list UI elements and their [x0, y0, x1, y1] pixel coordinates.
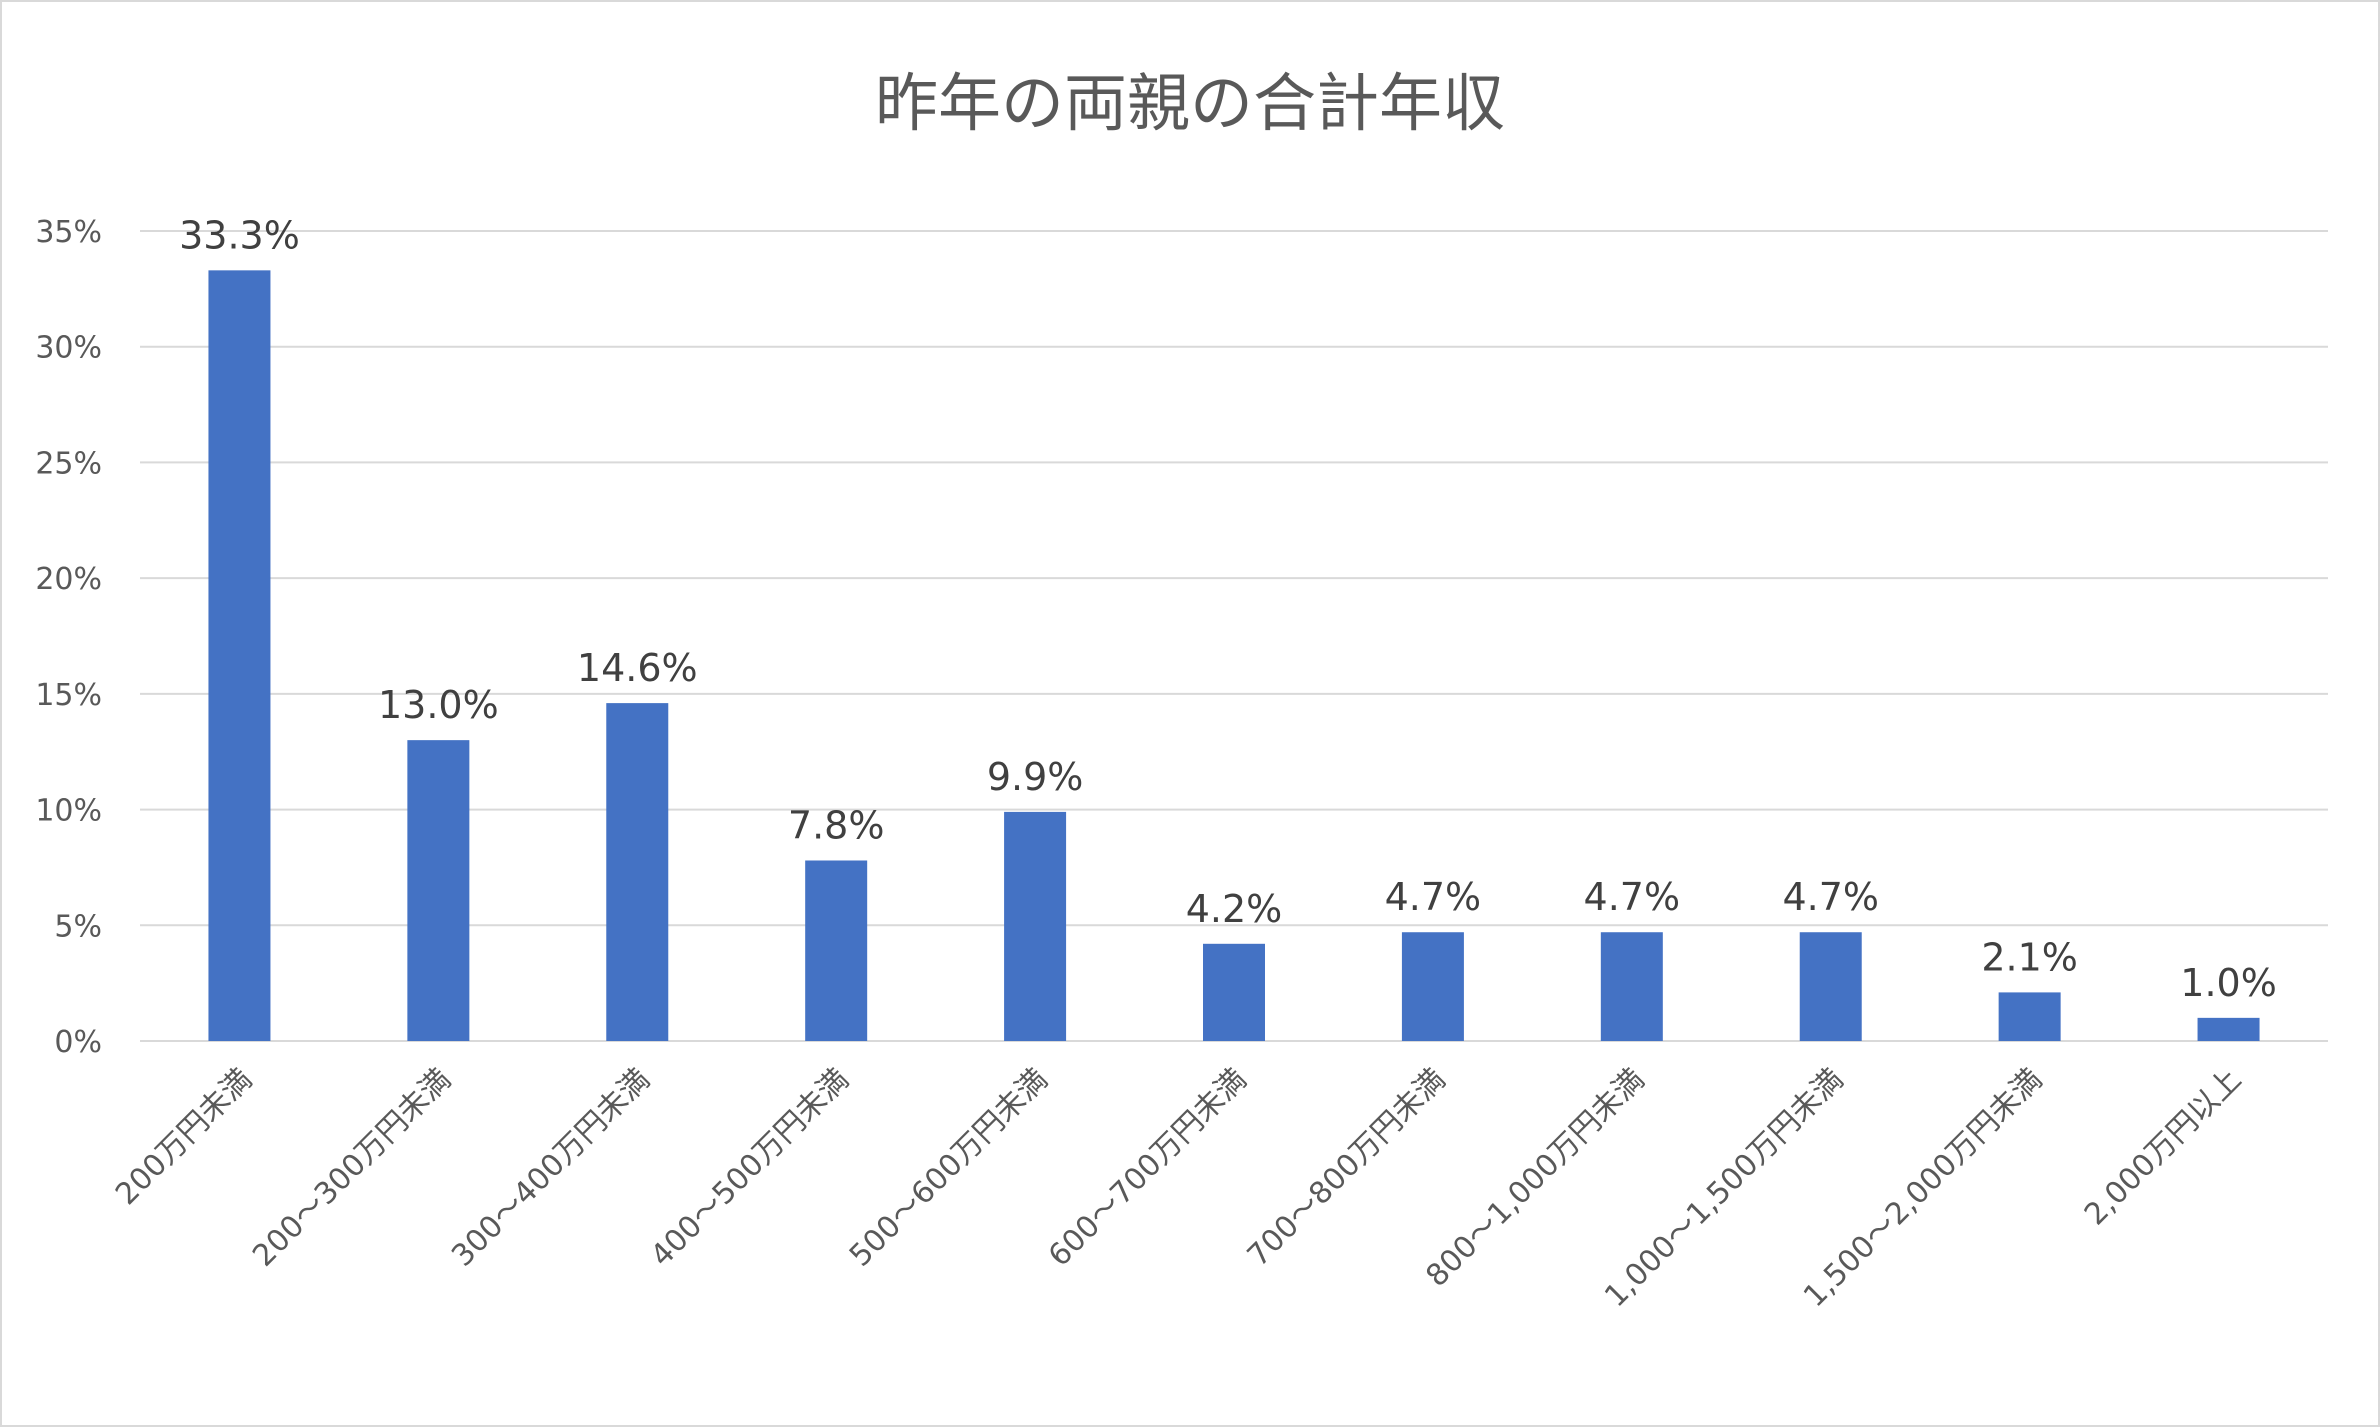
data-label: 14.6% [577, 646, 698, 690]
data-label: 4.7% [1385, 875, 1482, 919]
data-label: 2.1% [1981, 935, 2078, 979]
bar [1799, 932, 1862, 1041]
bar [407, 740, 470, 1041]
bar [208, 270, 271, 1041]
y-tick-label: 5% [54, 909, 102, 944]
data-label: 7.8% [788, 803, 885, 847]
x-category-label: 2,000万円以上 [2078, 1062, 2248, 1232]
y-tick-label: 30% [35, 331, 102, 366]
data-labels: 33.3% 13.0% 14.6% 7.8% 9.9% 4.2% 4.7% 4.7% 4.7% 2… [179, 213, 2277, 1005]
chart-title: 昨年の両親の合計年収 [875, 67, 1505, 140]
bar [1998, 992, 2061, 1041]
x-category-label: 400～500万円未満 [644, 1062, 856, 1274]
bar [1203, 943, 1265, 1041]
data-label: 4.2% [1186, 887, 1283, 931]
y-tick-label: 35% [35, 215, 102, 250]
x-category-label: 300～400万円未満 [445, 1062, 657, 1274]
data-label: 33.3% [179, 213, 300, 257]
y-tick-label: 15% [35, 678, 102, 713]
y-tick-label: 10% [35, 794, 102, 829]
y-axis-ticks: 0% 5% 10% 15% 20% 25% 30% 35% [35, 215, 102, 1060]
x-axis-categories: 200万円未満200～300万円未満300～400万円未満400～500万円未満… [109, 1062, 2248, 1314]
x-category-label: 200～300万円未満 [246, 1062, 458, 1274]
data-label: 13.0% [378, 683, 499, 727]
bar [1004, 811, 1067, 1041]
y-tick-label: 25% [35, 446, 102, 481]
bar [606, 703, 669, 1041]
x-category-label: 800～1,000万円未満 [1419, 1062, 1651, 1294]
y-tick-label: 0% [54, 1025, 102, 1060]
bar [805, 860, 868, 1041]
bar [1600, 932, 1663, 1041]
x-category-label: 600～700万円未満 [1042, 1062, 1254, 1274]
bar [1401, 932, 1464, 1041]
data-label: 1.0% [2180, 961, 2277, 1005]
y-tick-label: 20% [35, 562, 102, 597]
bars [208, 270, 2260, 1041]
x-category-label: 700～800万円未満 [1241, 1062, 1453, 1274]
data-label: 4.7% [1782, 875, 1879, 919]
data-label: 4.7% [1584, 875, 1681, 919]
data-label: 9.9% [987, 755, 1084, 799]
gridlines [140, 230, 2328, 1042]
bar [2197, 1017, 2260, 1041]
x-category-label: 200万円未満 [109, 1062, 259, 1212]
x-category-label: 500～600万円未満 [843, 1062, 1055, 1274]
